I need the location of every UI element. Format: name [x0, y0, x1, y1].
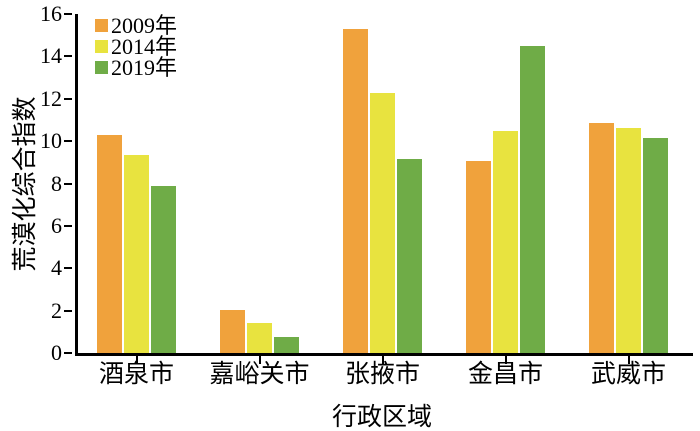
bar-series2-cat3 — [520, 45, 545, 353]
x-tick-mark-4 — [627, 356, 630, 364]
category-label-2: 张掖市 — [344, 361, 420, 388]
x-axis-title: 行政区域 — [331, 404, 432, 431]
legend-swatch-icon — [95, 40, 108, 53]
legend-label-1: 2014年 — [111, 34, 178, 59]
x-tick-mark-0 — [135, 356, 138, 364]
legend-item-2: 2019年 — [95, 55, 178, 80]
y-tick-label-10: 10 — [40, 128, 62, 154]
y-tick-label-6: 6 — [51, 212, 62, 238]
x-tick-mark-3 — [504, 356, 507, 364]
legend-label-2: 2019年 — [111, 55, 178, 80]
x-tick-mark-2 — [381, 356, 384, 364]
y-tick-mark-8 — [64, 182, 72, 185]
bar-series2-cat4 — [643, 137, 668, 353]
y-tick-label-16: 16 — [40, 1, 62, 26]
bar-series2-cat1 — [274, 337, 299, 353]
y-tick-mark-6 — [64, 224, 72, 227]
bar-series0-cat0 — [97, 134, 122, 353]
legend-label-0: 2009年 — [111, 13, 178, 38]
bar-series2-cat2 — [397, 159, 422, 353]
bar-series1-cat4 — [616, 128, 641, 353]
bar-series0-cat4 — [589, 123, 614, 353]
category-label-4: 武威市 — [590, 361, 666, 388]
y-tick-mark-10 — [64, 140, 72, 143]
category-label-1: 嘉峪关市 — [209, 361, 310, 388]
legend-item-0: 2009年 — [95, 13, 178, 38]
y-tick-mark-4 — [64, 267, 72, 270]
y-tick-mark-0 — [64, 352, 72, 354]
legend-swatch-icon — [95, 19, 108, 32]
category-label-3: 金昌市 — [467, 361, 543, 388]
bar-series0-cat1 — [220, 309, 245, 353]
legend-swatch-icon — [95, 61, 108, 74]
y-tick-mark-12 — [64, 97, 72, 100]
y-tick-label-12: 12 — [40, 85, 62, 111]
plot-area — [75, 14, 693, 356]
bar-series1-cat0 — [124, 154, 149, 353]
bar-series0-cat2 — [343, 28, 368, 353]
bar-series1-cat3 — [493, 130, 518, 353]
y-tick-label-4: 4 — [51, 255, 62, 281]
x-tick-mark-1 — [258, 356, 261, 364]
y-tick-mark-16 — [64, 13, 72, 15]
y-tick-label-2: 2 — [51, 297, 62, 323]
y-tick-label-14: 14 — [40, 43, 62, 69]
legend: 2009年 2014年 2019年 — [95, 13, 178, 80]
bar-series1-cat2 — [370, 93, 395, 353]
bar-series2-cat0 — [151, 185, 176, 353]
legend-item-1: 2014年 — [95, 34, 178, 59]
y-tick-mark-2 — [64, 309, 72, 312]
y-tick-label-8: 8 — [51, 170, 62, 196]
y-tick-mark-14 — [64, 55, 72, 58]
bar-series0-cat3 — [466, 161, 491, 353]
bar-series1-cat1 — [247, 323, 272, 353]
category-label-0: 酒泉市 — [98, 361, 174, 388]
y-tick-label-0: 0 — [51, 340, 62, 365]
